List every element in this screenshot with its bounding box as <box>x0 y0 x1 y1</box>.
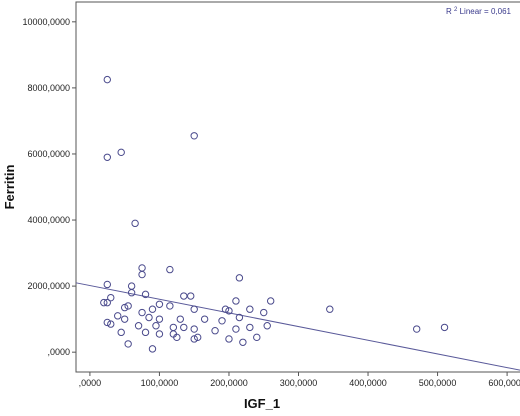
data-point <box>134 322 143 330</box>
data-point <box>232 297 240 305</box>
data-point <box>193 333 202 342</box>
data-point <box>152 322 160 330</box>
data-point <box>100 298 108 307</box>
data-point <box>260 308 268 317</box>
data-point <box>190 305 198 313</box>
data-point <box>155 315 164 323</box>
plot-frame <box>75 1 520 373</box>
x-tick-label: 300,0000 <box>280 378 318 388</box>
data-point <box>225 307 233 315</box>
data-point <box>138 270 146 279</box>
data-point <box>127 289 136 297</box>
data-point <box>169 323 178 332</box>
data-point <box>124 340 132 348</box>
data-point <box>232 325 240 333</box>
data-point <box>190 325 198 333</box>
x-tick-label: 500,0000 <box>419 378 457 388</box>
data-point <box>239 338 247 346</box>
x-tick-label: 600,0000 <box>488 378 520 388</box>
y-tick-label: 8000,0000 <box>27 83 70 93</box>
data-point <box>138 264 146 272</box>
y-tick-label: 10000,0000 <box>22 17 70 27</box>
y-axis-title: Ferritin <box>2 165 17 210</box>
x-tick-label: 200,0000 <box>210 378 248 388</box>
data-point <box>107 320 115 328</box>
data-point <box>200 315 209 323</box>
data-point <box>103 75 111 84</box>
data-point <box>413 325 421 333</box>
y-axis-ticks: ,0000 2000,0000 4000,0000 6000,0000 8000,000… <box>22 17 76 357</box>
data-point <box>221 305 230 313</box>
data-point <box>117 148 125 157</box>
data-point <box>211 327 219 335</box>
data-point <box>155 300 164 308</box>
data-point <box>124 302 132 310</box>
data-point <box>155 330 164 338</box>
data-point <box>246 323 254 332</box>
data-point <box>246 305 254 313</box>
data-point <box>187 292 195 300</box>
data-point <box>235 274 244 282</box>
data-point <box>266 297 275 305</box>
data-point <box>148 305 157 313</box>
data-point <box>326 305 334 313</box>
x-axis-title: IGF_1 <box>244 396 280 411</box>
data-point <box>180 292 188 300</box>
data-point <box>440 323 449 332</box>
y-tick-label: 4000,0000 <box>27 215 70 225</box>
data-point <box>141 328 150 337</box>
data-point <box>107 293 115 302</box>
data-point <box>148 345 157 353</box>
data-point <box>114 312 122 320</box>
data-point <box>103 298 111 307</box>
data-point <box>218 317 226 325</box>
data-point <box>190 132 198 140</box>
data-point <box>127 282 136 290</box>
data-point <box>103 280 111 289</box>
x-axis-ticks: ,0000 100,0000 200,0000 300,0000 400,0000 500… <box>79 372 520 388</box>
data-point <box>166 265 174 274</box>
data-point <box>235 313 244 322</box>
r2-prefix: R <box>446 7 452 16</box>
data-point <box>120 303 129 312</box>
data-point <box>263 322 271 330</box>
data-point <box>117 328 125 337</box>
data-point <box>138 308 146 317</box>
data-point <box>173 333 181 342</box>
y-tick-label: ,0000 <box>47 347 70 357</box>
r2-text: Linear = 0,061 <box>460 7 512 16</box>
data-point <box>103 318 111 327</box>
y-tick-label: 6000,0000 <box>27 149 70 159</box>
data-point <box>131 219 139 228</box>
x-tick-label: ,0000 <box>79 378 102 388</box>
data-point <box>253 333 261 342</box>
data-point <box>141 290 150 299</box>
data-point <box>166 302 174 310</box>
data-point <box>176 315 184 323</box>
data-point <box>103 153 111 161</box>
data-points <box>100 75 449 353</box>
linear-fit-line <box>75 282 520 371</box>
y-tick-label: 2000,0000 <box>27 281 70 291</box>
r2-annotation: R 2 Linear = 0,061 <box>446 4 512 16</box>
x-tick-label: 400,0000 <box>349 378 387 388</box>
data-point <box>190 335 198 343</box>
data-point <box>180 323 188 332</box>
r2-superscript: 2 <box>454 7 458 13</box>
data-point <box>225 335 233 343</box>
data-point <box>145 313 153 322</box>
data-point <box>120 315 129 323</box>
x-tick-label: 100,0000 <box>141 378 179 388</box>
